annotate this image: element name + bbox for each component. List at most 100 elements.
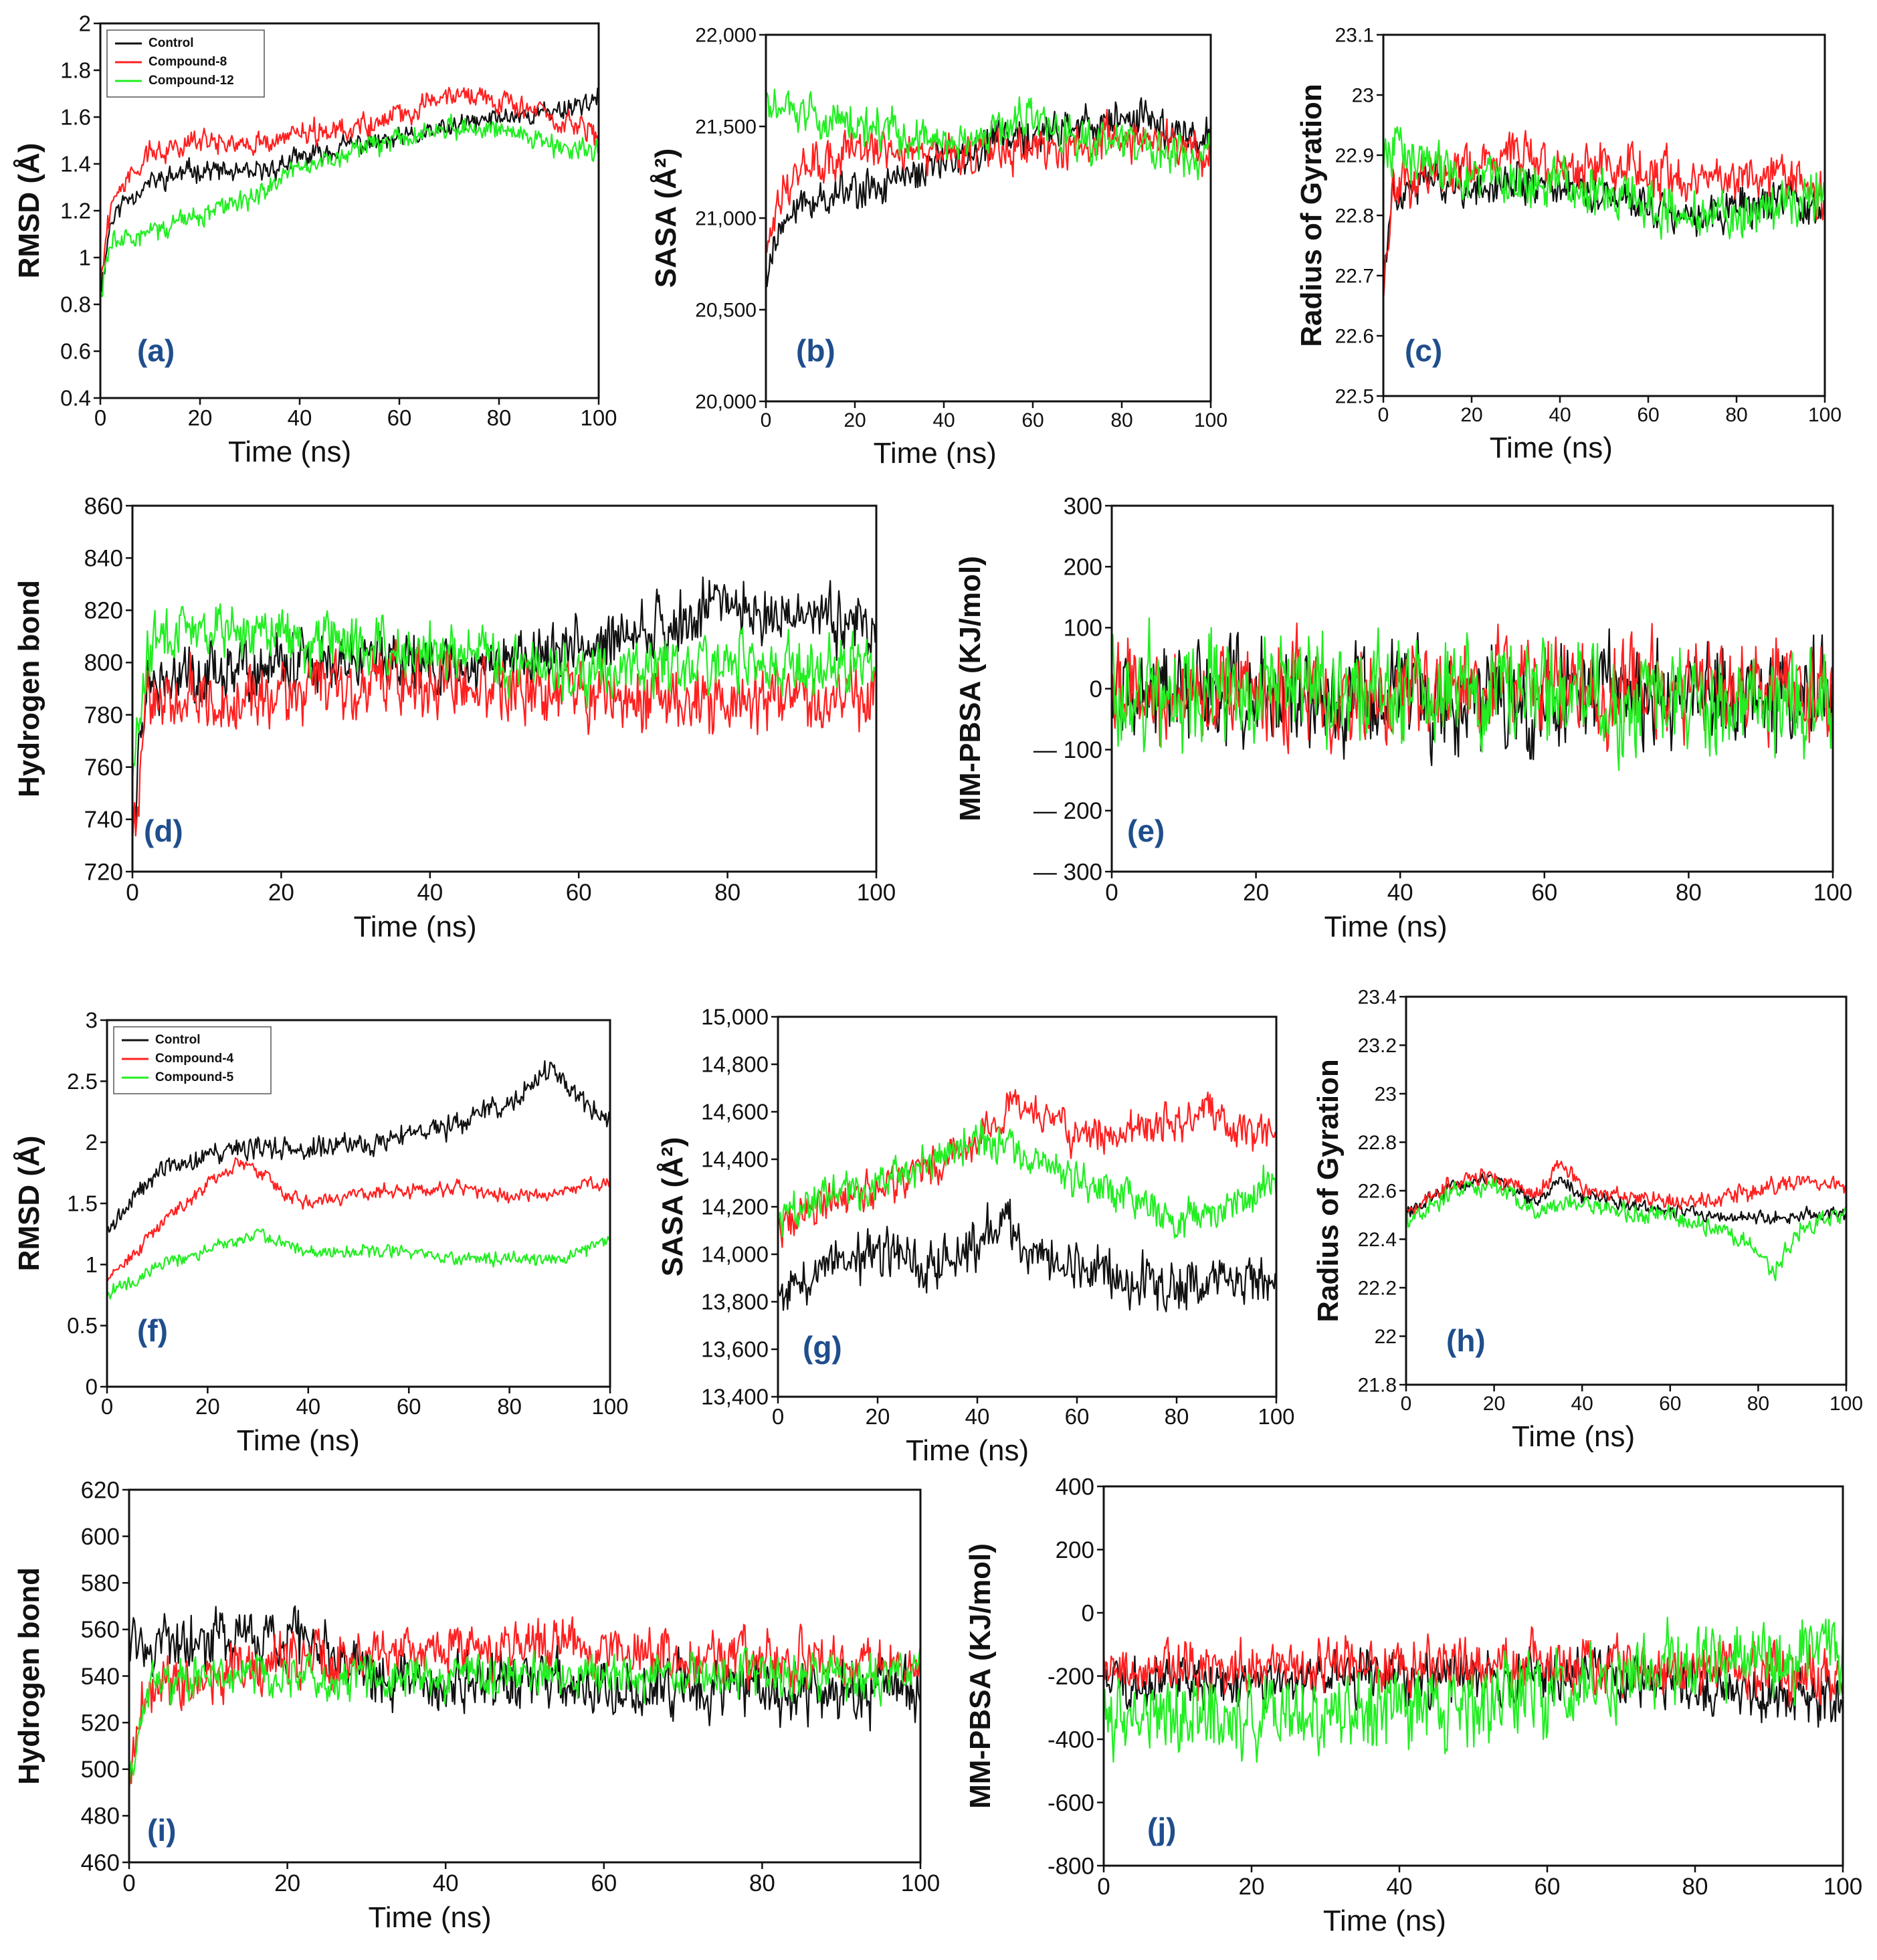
y-tick-label: 2 [86, 1130, 98, 1155]
y-tick-label: 2.5 [67, 1069, 98, 1094]
x-tick-label: 80 [1682, 1874, 1708, 1900]
y-tick-label: 13,800 [701, 1290, 769, 1314]
y-tick-label: 2 [79, 11, 91, 36]
x-tick-label: 80 [487, 405, 512, 430]
x-tick-label: 40 [288, 405, 312, 430]
x-axis-title: Time (ns) [228, 435, 351, 468]
legend-entry: Compound-8 [149, 55, 227, 69]
x-tick-label: 100 [591, 1394, 628, 1419]
y-tick-label: 0 [1090, 676, 1102, 702]
x-tick-label: 60 [566, 880, 592, 906]
y-axis-title: Radius of Gyration [1295, 84, 1328, 347]
y-tick-label: 820 [84, 598, 123, 624]
x-tick-label: 100 [1813, 880, 1852, 906]
y-tick-label: 22.8 [1358, 1132, 1397, 1154]
y-tick-label: 22.9 [1335, 145, 1374, 167]
x-tick-label: 40 [1387, 880, 1413, 906]
x-tick-label: 80 [1110, 409, 1132, 431]
x-tick-label: 20 [268, 880, 294, 906]
y-tick-label: -200 [1048, 1664, 1094, 1690]
y-tick-label: -600 [1048, 1790, 1094, 1816]
series-line-i-2 [129, 1616, 920, 1785]
y-tick-label: 800 [84, 650, 123, 676]
y-tick-label: 14,600 [701, 1100, 769, 1124]
x-tick-label: 20 [195, 1394, 220, 1419]
x-tick-label: 60 [1535, 1874, 1561, 1900]
y-tick-label: 720 [84, 859, 123, 885]
series-line-d-1 [132, 576, 876, 827]
legend-entry: Compound-4 [155, 1052, 234, 1066]
y-tick-label: 22 [1375, 1326, 1397, 1348]
panel-label: (f) [137, 1313, 168, 1348]
series-group [1383, 126, 1825, 302]
y-tick-label: 22.6 [1358, 1181, 1397, 1203]
y-tick-label: 1.4 [60, 152, 91, 177]
y-tick-label: 21.8 [1358, 1375, 1397, 1397]
panel-b: 0 20 40 60 80 100 20,000 20,500 21,000 21,500 22,0… [650, 25, 1227, 470]
y-tick-label: 460 [81, 1850, 120, 1876]
x-axis-title: Time (ns) [874, 437, 997, 470]
series-line-c-3 [1383, 126, 1825, 240]
panel-c: 0 20 40 60 80 100 22.5 22.6 22.7 22.8 22.9 23 23.1 Ti… [1295, 25, 1842, 465]
series-line-a-3 [100, 113, 599, 298]
x-tick-label: 40 [1549, 404, 1571, 426]
x-tick-label: 80 [714, 880, 740, 906]
y-tick-label: 480 [81, 1803, 120, 1830]
series-group [1104, 1616, 1843, 1763]
series-line-i-3 [129, 1647, 920, 1794]
x-tick-label: 60 [1637, 404, 1659, 426]
series-line-g-3 [778, 1119, 1276, 1239]
y-tick-label: 14,800 [701, 1052, 769, 1077]
y-tick-label: 400 [1056, 1474, 1094, 1500]
y-tick-label: 13,400 [701, 1385, 769, 1409]
x-tick-label: 100 [1194, 409, 1227, 431]
series-line-b-3 [766, 88, 1211, 181]
y-tick-label: 780 [84, 702, 123, 728]
series-group [107, 1060, 610, 1300]
y-axis-title: Radius of Gyration [1312, 1059, 1345, 1322]
x-tick-label: 20 [866, 1404, 890, 1429]
series-line-g-2 [778, 1089, 1276, 1248]
x-tick-label: 20 [1239, 1874, 1265, 1900]
y-tick-label: 14,000 [701, 1242, 769, 1267]
series-group [132, 576, 876, 842]
y-tick-label: 13,600 [701, 1337, 769, 1362]
x-tick-label: 60 [591, 1870, 617, 1896]
x-axis-title: Time (ns) [1323, 1904, 1446, 1937]
y-tick-label: 23 [1375, 1084, 1397, 1106]
x-tick-label: 80 [1725, 404, 1747, 426]
x-tick-label: 60 [1659, 1393, 1681, 1415]
y-tick-label: 21,000 [695, 208, 757, 230]
panel-e: 0 20 40 60 80 100 — 300 — 200 — 100 0 100 200 300 Tim… [954, 493, 1852, 943]
panel-j: 0 20 40 60 80 100 -800 -600 -400 -200 0 200 400 Time … [964, 1474, 1862, 1937]
series-line-f-2 [107, 1157, 610, 1282]
y-tick-label: — 200 [1033, 798, 1102, 824]
y-tick-label: 14,200 [701, 1195, 769, 1219]
panel-g: 0 20 40 60 80 100 13,400 13,600 13,800 14,000 14,2… [656, 1005, 1295, 1467]
series-line-h-2 [1406, 1159, 1846, 1215]
series-group [1112, 617, 1833, 771]
panel-label: (c) [1405, 333, 1442, 368]
series-line-a-1 [100, 87, 599, 299]
y-tick-label: 540 [81, 1664, 120, 1690]
series-line-g-1 [778, 1198, 1276, 1312]
y-tick-label: 20,500 [695, 300, 757, 322]
y-tick-label: 0.5 [67, 1313, 98, 1338]
panel-label: (j) [1147, 1811, 1176, 1846]
x-tick-label: 0 [101, 1394, 113, 1419]
series-group [1406, 1159, 1846, 1282]
x-axis-title: Time (ns) [1512, 1420, 1635, 1453]
x-tick-label: 60 [397, 1394, 421, 1419]
x-tick-label: 80 [1676, 880, 1702, 906]
panel-label: (e) [1127, 813, 1165, 848]
x-tick-label: 0 [1401, 1393, 1412, 1415]
y-axis-title: MM-PBSA (KJ/mol) [954, 556, 987, 821]
series-line-h-3 [1406, 1177, 1846, 1282]
y-tick-label: 15,000 [701, 1005, 769, 1030]
x-axis-title: Time (ns) [1324, 910, 1448, 943]
y-tick-label: 840 [84, 545, 123, 571]
y-tick-label: -800 [1048, 1853, 1094, 1879]
y-tick-label: 0.8 [60, 292, 91, 317]
x-tick-label: 20 [1460, 404, 1482, 426]
panel-d: 0 20 40 60 80 100 720 740 760 780 800 820 840 860 Time… [13, 493, 896, 943]
